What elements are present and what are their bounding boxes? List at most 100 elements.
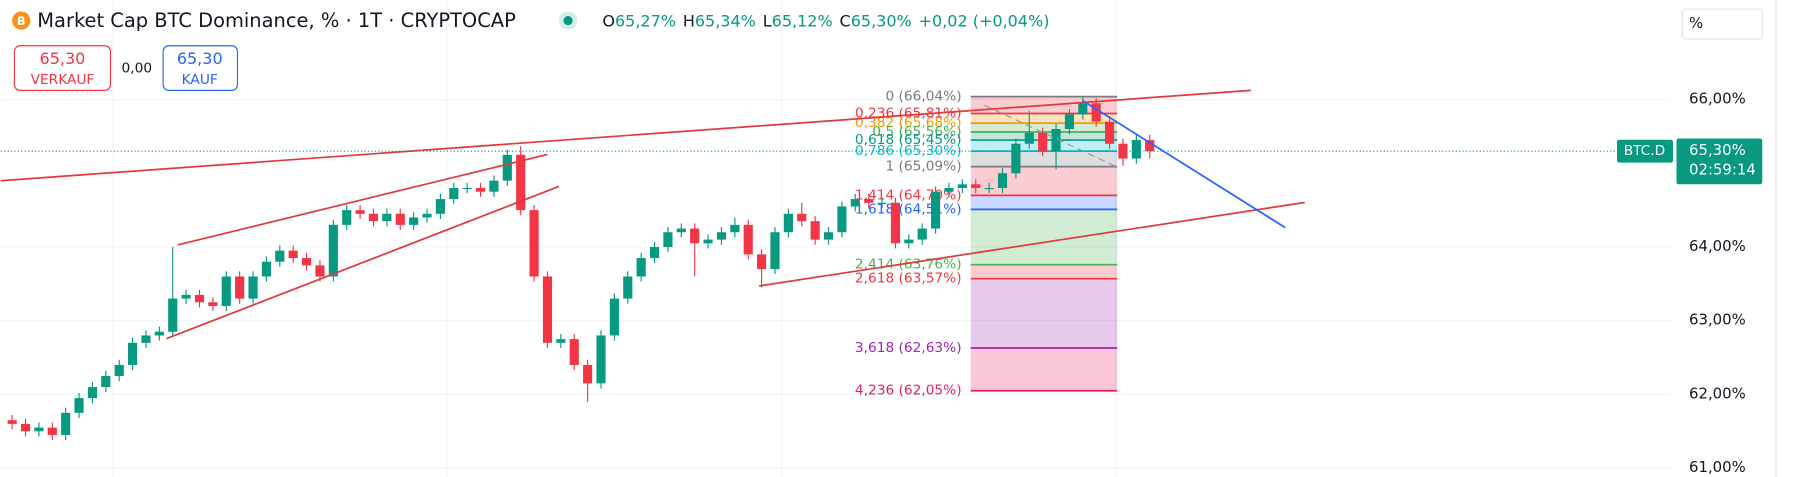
candle-body	[636, 258, 646, 277]
fib-zone	[970, 278, 1118, 348]
candle-body	[154, 331, 164, 336]
sell-button[interactable]	[13, 45, 112, 91]
candle-body	[904, 239, 914, 244]
candle-body	[583, 364, 593, 384]
candle-body	[208, 302, 218, 306]
candle-body	[556, 339, 566, 343]
candle-body	[850, 199, 860, 207]
ohlc-change: +0,02 (+0,04%)	[919, 11, 1050, 30]
candle-body	[797, 213, 807, 222]
candle-body	[328, 224, 338, 277]
candle-body	[168, 298, 178, 332]
symbol-tag-box	[1617, 139, 1674, 163]
buy-button[interactable]	[162, 45, 239, 91]
candle-body	[837, 206, 847, 233]
candle-body	[248, 276, 258, 299]
candle-body	[516, 154, 526, 211]
drawings	[0, 89, 1305, 340]
candle-body	[87, 387, 98, 399]
fib-zone	[970, 123, 1118, 132]
candle-body	[288, 250, 298, 259]
last-price-label: 65,30%	[1689, 141, 1746, 159]
candle-body	[449, 187, 459, 200]
candle-body	[382, 213, 392, 222]
candle-body	[1038, 132, 1048, 152]
candle-body	[663, 232, 673, 247]
candle-body	[114, 364, 124, 376]
candle-body	[128, 342, 138, 365]
trend-line	[758, 201, 1305, 287]
candle-body	[1024, 132, 1034, 144]
fib-zone	[970, 209, 1118, 265]
fib-zone	[970, 195, 1118, 210]
candle-body	[676, 228, 686, 233]
candle-body	[690, 228, 700, 244]
candle-body	[7, 420, 17, 424]
fib-zone	[970, 113, 1118, 124]
candle-body	[355, 210, 365, 214]
candle-body	[703, 239, 713, 244]
ohlc-key: C	[840, 11, 851, 30]
candle-body	[395, 213, 405, 225]
scale-button[interactable]	[1681, 8, 1763, 40]
candle-body	[877, 202, 887, 204]
candle-body	[971, 184, 981, 188]
candle-body	[810, 221, 820, 240]
candle-body	[368, 213, 379, 222]
candle-body	[1064, 114, 1075, 130]
header: B Market Cap BTC Dominance, % · 1T · CRY…	[12, 9, 1049, 32]
fib-zone	[970, 264, 1118, 279]
candle-body	[1105, 121, 1115, 144]
symbol-icon	[12, 11, 31, 30]
candle-body	[1145, 140, 1155, 152]
fib-label: 0,5 (65,56%)	[872, 124, 961, 140]
trend-line	[1082, 99, 1286, 229]
price-tick-label: 61,00%	[1689, 458, 1746, 476]
candle-body	[1051, 129, 1061, 152]
candle-body	[1011, 143, 1021, 174]
fib-zone	[970, 347, 1118, 391]
candle-body	[542, 276, 553, 343]
candle-body	[47, 427, 57, 435]
grid	[0, 0, 1671, 477]
fib-label: 0,786 (65,30%)	[855, 143, 962, 159]
ohlc-values: O65,27% H65,34% L65,12% C65,30% +0,02 (+0,04…	[602, 11, 1049, 30]
candle-body	[596, 335, 606, 384]
candle-body	[342, 210, 352, 225]
candle-body	[623, 276, 633, 299]
candle-body	[101, 375, 111, 388]
candle-body	[74, 398, 84, 413]
fib-zone	[970, 166, 1118, 196]
candle-body	[409, 217, 419, 225]
candle-body	[489, 180, 499, 192]
candle-body	[716, 232, 727, 240]
candle-body	[730, 224, 740, 233]
candle-body	[609, 298, 619, 336]
ohlc-value: 65,12%	[772, 11, 833, 30]
candle-body	[757, 254, 767, 270]
candle-body	[931, 191, 941, 229]
candle-body	[181, 294, 191, 299]
candle-body	[864, 199, 874, 203]
candle-body	[261, 261, 271, 277]
price-tick-label: 66,00%	[1689, 90, 1746, 108]
candle-body	[984, 187, 994, 190]
candle-body	[649, 246, 660, 259]
candle-body	[141, 335, 151, 343]
ohlc-key: L	[763, 11, 772, 30]
sell-price: 65,30	[40, 49, 86, 68]
candle-body	[569, 339, 579, 365]
candle-body	[783, 213, 793, 233]
ohlc-key: O	[602, 11, 615, 30]
countdown: 02:59:14	[1689, 161, 1756, 179]
fib-label: 1 (65,09%)	[885, 159, 961, 175]
trend-line	[166, 185, 560, 340]
candle-body	[194, 294, 205, 303]
icon-glyph: B	[17, 14, 26, 28]
sell-label: VERKAUF	[31, 72, 95, 88]
candle-body	[1091, 103, 1101, 122]
candle-body	[917, 228, 927, 240]
buy-price: 65,30	[177, 49, 223, 68]
